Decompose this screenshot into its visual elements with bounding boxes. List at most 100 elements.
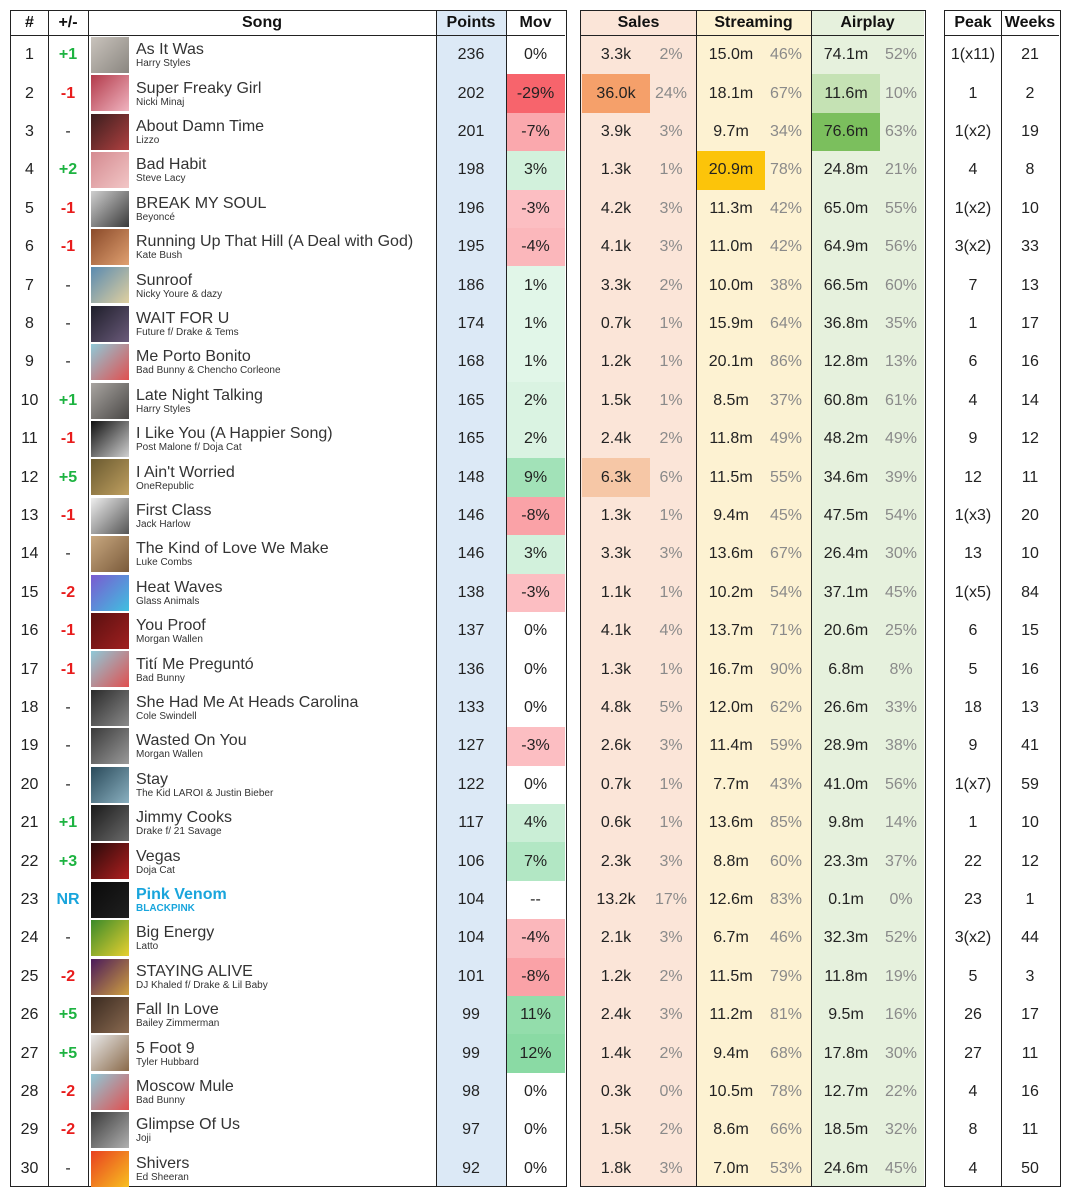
points-cell: 106 bbox=[457, 852, 485, 870]
streaming-percent: 67% bbox=[769, 84, 803, 102]
airplay-percent: 30% bbox=[884, 545, 918, 563]
change-cell: - bbox=[65, 1159, 71, 1177]
song-artist: Bad Bunny bbox=[136, 672, 185, 684]
song-artist: Harry Styles bbox=[136, 58, 191, 70]
sales-value: 2.3k bbox=[600, 852, 632, 870]
peak-cell: 1(x2) bbox=[954, 199, 992, 217]
stats-row: 2.3k 3% 8.8m 60% 23.3m 37% bbox=[581, 842, 925, 880]
divider bbox=[88, 11, 89, 1186]
divider bbox=[1001, 11, 1002, 1186]
airplay-percent: 61% bbox=[884, 391, 918, 409]
sales-value: 1.5k bbox=[600, 391, 632, 409]
peak-cell: 5 bbox=[968, 660, 978, 678]
rank-cell: 29 bbox=[20, 1121, 39, 1139]
airplay-percent: 16% bbox=[884, 1006, 918, 1024]
stats-row: 1.1k 1% 10.2m 54% 37.1m 45% bbox=[581, 574, 925, 612]
stats-row: 4.8k 5% 12.0m 62% 26.6m 33% bbox=[581, 689, 925, 727]
song-info: About Damn Time Lizzo bbox=[136, 113, 264, 151]
peak-cell: 8 bbox=[968, 1121, 978, 1139]
weeks-cell: 13 bbox=[1021, 276, 1039, 294]
airplay-value: 65.0m bbox=[823, 199, 869, 217]
change-cell: -1 bbox=[60, 660, 76, 678]
album-cover-image bbox=[91, 843, 129, 880]
sales-value: 1.2k bbox=[600, 353, 632, 371]
peak-row: 22 12 bbox=[945, 842, 1060, 880]
song-info: Bad Habit Steve Lacy bbox=[136, 151, 206, 189]
rank-cell: 20 bbox=[20, 775, 39, 793]
rank-cell: 21 bbox=[20, 814, 39, 832]
weeks-cell: 16 bbox=[1021, 353, 1039, 371]
change-cell: +1 bbox=[58, 814, 78, 832]
rank-cell: 8 bbox=[25, 314, 34, 332]
table-row: 30 - Shivers Ed Sheeran 92 0% bbox=[11, 1150, 566, 1188]
sales-value: 4.1k bbox=[600, 238, 632, 256]
album-cover-image bbox=[91, 344, 129, 381]
song-title: I Like You (A Happier Song) bbox=[136, 425, 333, 443]
change-cell: +5 bbox=[58, 468, 78, 486]
airplay-value: 64.9m bbox=[823, 238, 869, 256]
table-row: 23 NR Pink Venom BLACKPINK 104 -- bbox=[11, 881, 566, 919]
peak-row: 18 13 bbox=[945, 689, 1060, 727]
airplay-column-bg bbox=[811, 11, 924, 1186]
rank-cell: 5 bbox=[25, 199, 34, 217]
song-title: You Proof bbox=[136, 617, 206, 635]
album-cover-image bbox=[91, 997, 129, 1033]
song-artist: Beyoncé bbox=[136, 211, 175, 223]
change-cell: - bbox=[65, 276, 71, 294]
peak-row: 1(x3) 20 bbox=[945, 497, 1060, 535]
rank-cell: 7 bbox=[25, 276, 34, 294]
sales-value: 3.3k bbox=[600, 276, 632, 294]
album-cover-image bbox=[91, 382, 129, 419]
song-info: Pink Venom BLACKPINK bbox=[136, 881, 227, 919]
change-cell: - bbox=[65, 737, 71, 755]
song-info: Running Up That Hill (A Deal with God) Ka… bbox=[136, 228, 413, 266]
peak-row: 1 10 bbox=[945, 804, 1060, 842]
mov-fill bbox=[507, 727, 565, 766]
mov-fill bbox=[507, 919, 565, 958]
peak-row: 12 11 bbox=[945, 458, 1060, 496]
album-cover-image bbox=[91, 1035, 129, 1072]
song-artist: Lizzo bbox=[136, 134, 160, 146]
header-song: Song bbox=[88, 11, 436, 36]
album-cover-image bbox=[91, 152, 129, 189]
song-artist: Future f/ Drake & Tems bbox=[136, 326, 239, 338]
album-cover-image bbox=[91, 75, 129, 112]
stats-row: 1.3k 1% 20.9m 78% 24.8m 21% bbox=[581, 151, 925, 190]
change-cell: +3 bbox=[58, 852, 78, 870]
mov-fill bbox=[507, 996, 565, 1035]
sales-value: 13.2k bbox=[596, 890, 636, 908]
stats-row: 1.2k 1% 20.1m 86% 12.8m 13% bbox=[581, 343, 925, 381]
album-cover-image bbox=[91, 728, 129, 765]
table-row: 4 +2 Bad Habit Steve Lacy 198 3% bbox=[11, 151, 566, 190]
sales-value: 1.3k bbox=[600, 660, 632, 678]
song-info: Me Porto Bonito Bad Bunny & Chencho Corle… bbox=[136, 343, 281, 381]
peak-row: 9 12 bbox=[945, 420, 1060, 458]
peak-cell: 1 bbox=[968, 814, 978, 832]
airplay-value: 12.8m bbox=[823, 353, 869, 371]
song-title: Late Night Talking bbox=[136, 386, 263, 404]
peak-row: 4 14 bbox=[945, 382, 1060, 420]
rank-cell: 11 bbox=[21, 430, 38, 448]
airplay-value: 0.1m bbox=[828, 890, 864, 908]
peak-cell: 1 bbox=[968, 84, 978, 102]
streaming-percent: 55% bbox=[769, 468, 803, 486]
airplay-value: 9.8m bbox=[828, 814, 864, 832]
table-row: 13 -1 First Class Jack Harlow 146 -8% bbox=[11, 496, 566, 536]
stats-row: 3.3k 3% 13.6m 67% 26.4m 30% bbox=[581, 535, 925, 573]
peak-cell: 1 bbox=[968, 314, 978, 332]
rank-cell: 30 bbox=[20, 1159, 39, 1177]
airplay-percent: 35% bbox=[884, 314, 918, 332]
song-title: She Had Me At Heads Carolina bbox=[136, 693, 359, 711]
song-info: Big Energy Latto bbox=[136, 919, 214, 957]
streaming-percent: 85% bbox=[769, 814, 803, 832]
sales-value: 2.4k bbox=[600, 430, 632, 448]
song-info: As It Was Harry Styles bbox=[136, 36, 204, 74]
album-cover-image bbox=[91, 267, 129, 304]
weeks-cell: 17 bbox=[1021, 314, 1039, 332]
peak-row: 5 16 bbox=[945, 650, 1060, 688]
sales-percent: 3% bbox=[659, 737, 683, 755]
peak-cell: 5 bbox=[968, 967, 978, 985]
sales-value: 3.3k bbox=[600, 545, 632, 563]
streaming-percent: 78% bbox=[769, 161, 803, 179]
rank-cell: 26 bbox=[20, 1006, 39, 1024]
